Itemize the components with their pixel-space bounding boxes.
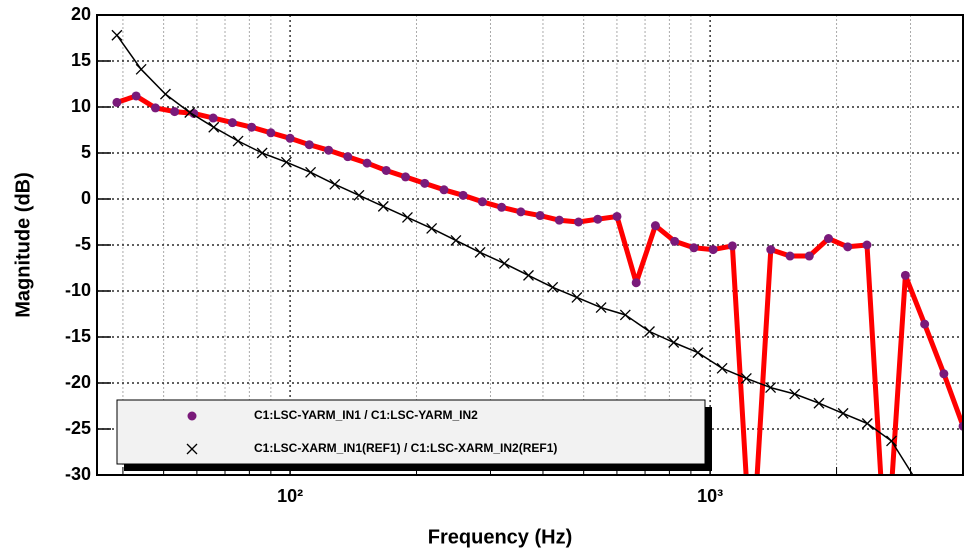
point bbox=[644, 326, 655, 337]
point bbox=[170, 107, 180, 117]
y-tick-label: 5 bbox=[81, 142, 91, 162]
plot-area bbox=[111, 29, 963, 475]
point bbox=[861, 418, 873, 429]
point bbox=[208, 113, 218, 123]
point bbox=[708, 245, 718, 255]
point bbox=[593, 214, 603, 224]
point bbox=[362, 158, 372, 168]
point bbox=[305, 166, 317, 178]
legend-marker bbox=[186, 443, 198, 455]
point bbox=[785, 251, 795, 261]
y-tick-label: -20 bbox=[65, 372, 91, 392]
legend bbox=[116, 399, 706, 465]
legend-label: C1:LSC-YARM_IN1 / C1:LSC-YARM_IN2 bbox=[254, 408, 478, 422]
point bbox=[619, 309, 631, 321]
point bbox=[150, 103, 160, 113]
point bbox=[381, 165, 391, 175]
x-tick-label: 10³ bbox=[697, 486, 723, 506]
point bbox=[112, 97, 122, 107]
point bbox=[813, 397, 825, 409]
point bbox=[256, 147, 268, 159]
point bbox=[727, 241, 737, 251]
point bbox=[184, 107, 196, 118]
point bbox=[862, 240, 872, 250]
point bbox=[920, 319, 930, 329]
point bbox=[716, 362, 728, 374]
point bbox=[631, 278, 641, 288]
y-tick-label: 15 bbox=[71, 50, 91, 70]
point bbox=[547, 281, 559, 293]
point bbox=[668, 337, 680, 348]
point bbox=[804, 251, 814, 261]
point bbox=[247, 122, 257, 132]
point bbox=[477, 197, 487, 207]
point bbox=[420, 178, 430, 188]
point bbox=[401, 172, 411, 182]
y-tick-label: -15 bbox=[65, 326, 91, 346]
point bbox=[571, 291, 583, 303]
point bbox=[523, 269, 534, 281]
point bbox=[843, 242, 853, 252]
point bbox=[458, 190, 468, 200]
point bbox=[824, 234, 834, 244]
point bbox=[111, 29, 123, 41]
point bbox=[329, 178, 341, 190]
point bbox=[450, 234, 462, 246]
point bbox=[131, 91, 141, 101]
point bbox=[208, 121, 220, 133]
point bbox=[439, 185, 449, 195]
y-axis-label: Magnitude (dB) bbox=[12, 172, 34, 318]
point bbox=[574, 217, 584, 227]
point bbox=[377, 200, 389, 212]
x-axis-label: Frequency (Hz) bbox=[428, 526, 572, 548]
y-tick-label: 20 bbox=[71, 4, 91, 24]
point bbox=[159, 88, 171, 100]
point bbox=[304, 140, 314, 150]
point bbox=[554, 215, 564, 225]
point bbox=[516, 207, 526, 217]
point bbox=[401, 211, 413, 223]
point bbox=[266, 128, 276, 138]
point bbox=[353, 189, 365, 201]
y-tick-label: 10 bbox=[71, 96, 91, 116]
point bbox=[689, 243, 699, 253]
point bbox=[612, 211, 622, 221]
point bbox=[343, 152, 353, 162]
y-tick-label: -30 bbox=[65, 464, 91, 484]
x-tick-label: 10² bbox=[277, 486, 303, 506]
point bbox=[789, 388, 801, 400]
point bbox=[765, 382, 777, 394]
point bbox=[535, 211, 545, 221]
point bbox=[474, 246, 486, 258]
point bbox=[426, 222, 438, 234]
point bbox=[324, 145, 334, 155]
plot-frame bbox=[96, 14, 964, 476]
y-tick-label: -25 bbox=[65, 418, 91, 438]
point bbox=[285, 133, 295, 143]
point bbox=[692, 347, 704, 359]
y-tick-label: 0 bbox=[81, 188, 91, 208]
point bbox=[595, 302, 607, 314]
point bbox=[886, 435, 897, 447]
point bbox=[232, 135, 244, 147]
legend-marker bbox=[187, 411, 197, 421]
y-tick-label: -5 bbox=[75, 234, 91, 254]
point bbox=[280, 156, 292, 168]
point bbox=[135, 63, 147, 75]
legend-label: C1:LSC-XARM_IN1(REF1) / C1:LSC-XARM_IN2(… bbox=[254, 441, 557, 455]
point bbox=[498, 257, 510, 269]
point bbox=[650, 221, 660, 231]
y-tick-label: -10 bbox=[65, 280, 91, 300]
point bbox=[900, 270, 910, 280]
point bbox=[939, 369, 949, 379]
point bbox=[227, 118, 237, 128]
point bbox=[837, 407, 849, 419]
point bbox=[497, 202, 507, 212]
point bbox=[958, 421, 963, 431]
point bbox=[670, 236, 680, 246]
point bbox=[740, 372, 752, 384]
point bbox=[766, 245, 776, 255]
